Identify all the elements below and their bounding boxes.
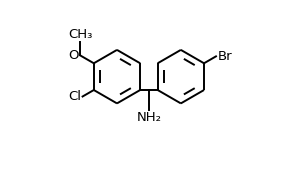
- Text: O: O: [68, 49, 78, 62]
- Text: Br: Br: [218, 50, 232, 63]
- Text: NH₂: NH₂: [136, 111, 161, 124]
- Text: CH₃: CH₃: [68, 28, 92, 41]
- Text: Cl: Cl: [68, 90, 81, 103]
